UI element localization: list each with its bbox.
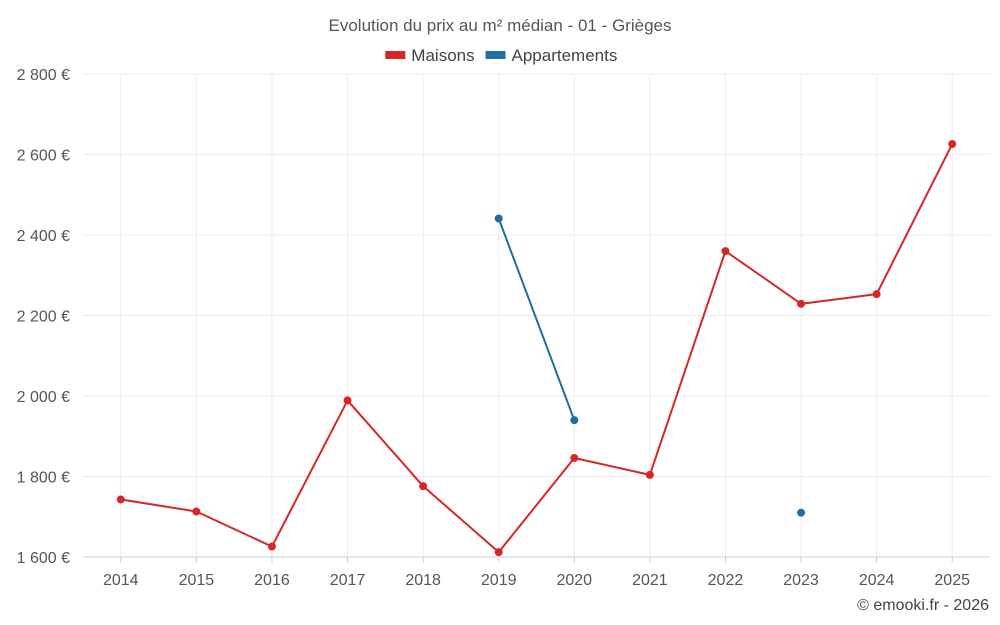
data-point-maisons [872, 290, 881, 299]
series-appartements [494, 214, 806, 517]
x-tick-label: 2024 [859, 572, 895, 589]
chart-series [116, 140, 957, 557]
legend-item-appartements: Appartements [485, 46, 618, 65]
data-point-appartements [570, 416, 579, 425]
y-tick-label: 2 600 € [17, 148, 70, 165]
data-point-maisons [948, 140, 957, 149]
legend-swatch-appartements [485, 51, 506, 59]
x-tick-label: 2014 [103, 572, 139, 589]
y-tick-label: 1 800 € [17, 470, 70, 487]
x-tick-label: 2023 [783, 572, 819, 589]
data-point-appartements [494, 214, 503, 223]
x-tick-label: 2016 [254, 572, 290, 589]
y-tick-label: 2 400 € [17, 228, 70, 245]
chart-title: Evolution du prix au m² médian - 01 - Gr… [329, 16, 672, 35]
x-tick-label: 2020 [556, 572, 592, 589]
data-point-maisons [192, 507, 201, 516]
data-point-maisons [116, 495, 125, 504]
series-maisons [116, 140, 957, 557]
x-axis: 2014 2015 2016 2017 2018 2019 2020 2021 2022 2023… [83, 556, 990, 589]
y-tick-label: 2 000 € [17, 389, 70, 406]
chart-gridlines [83, 73, 990, 557]
x-tick-label: 2021 [632, 572, 668, 589]
x-tick-label: 2019 [481, 572, 517, 589]
legend-item-maisons: Maisons [385, 46, 475, 65]
data-point-maisons [267, 542, 276, 551]
data-point-maisons [721, 247, 730, 256]
chart-legend: Maisons Appartements [385, 46, 617, 65]
x-tick-label: 2022 [708, 572, 744, 589]
x-tick-label: 2025 [934, 572, 970, 589]
data-point-appartements [797, 508, 806, 517]
data-point-maisons [797, 299, 806, 308]
y-tick-label: 1 600 € [17, 550, 70, 567]
x-tick-label: 2018 [405, 572, 441, 589]
y-tick-label: 2 800 € [17, 67, 70, 84]
legend-label-maisons: Maisons [411, 46, 474, 65]
data-point-maisons [419, 482, 428, 491]
y-axis: 1 600 € 1 800 € 2 000 € 2 200 € 2 400 € 2 600… [17, 67, 70, 567]
legend-swatch-maisons [385, 51, 406, 59]
data-point-maisons [343, 396, 352, 405]
x-tick-label: 2015 [179, 572, 215, 589]
credit-text: © emooki.fr - 2026 [857, 597, 989, 614]
series-line-appartements [497, 218, 576, 421]
series-line-maisons [120, 143, 954, 554]
data-point-maisons [645, 470, 654, 479]
y-tick-label: 2 200 € [17, 309, 70, 326]
x-tick-label: 2017 [330, 572, 366, 589]
data-point-maisons [570, 453, 579, 462]
legend-label-appartements: Appartements [512, 46, 618, 65]
data-point-maisons [494, 548, 503, 557]
